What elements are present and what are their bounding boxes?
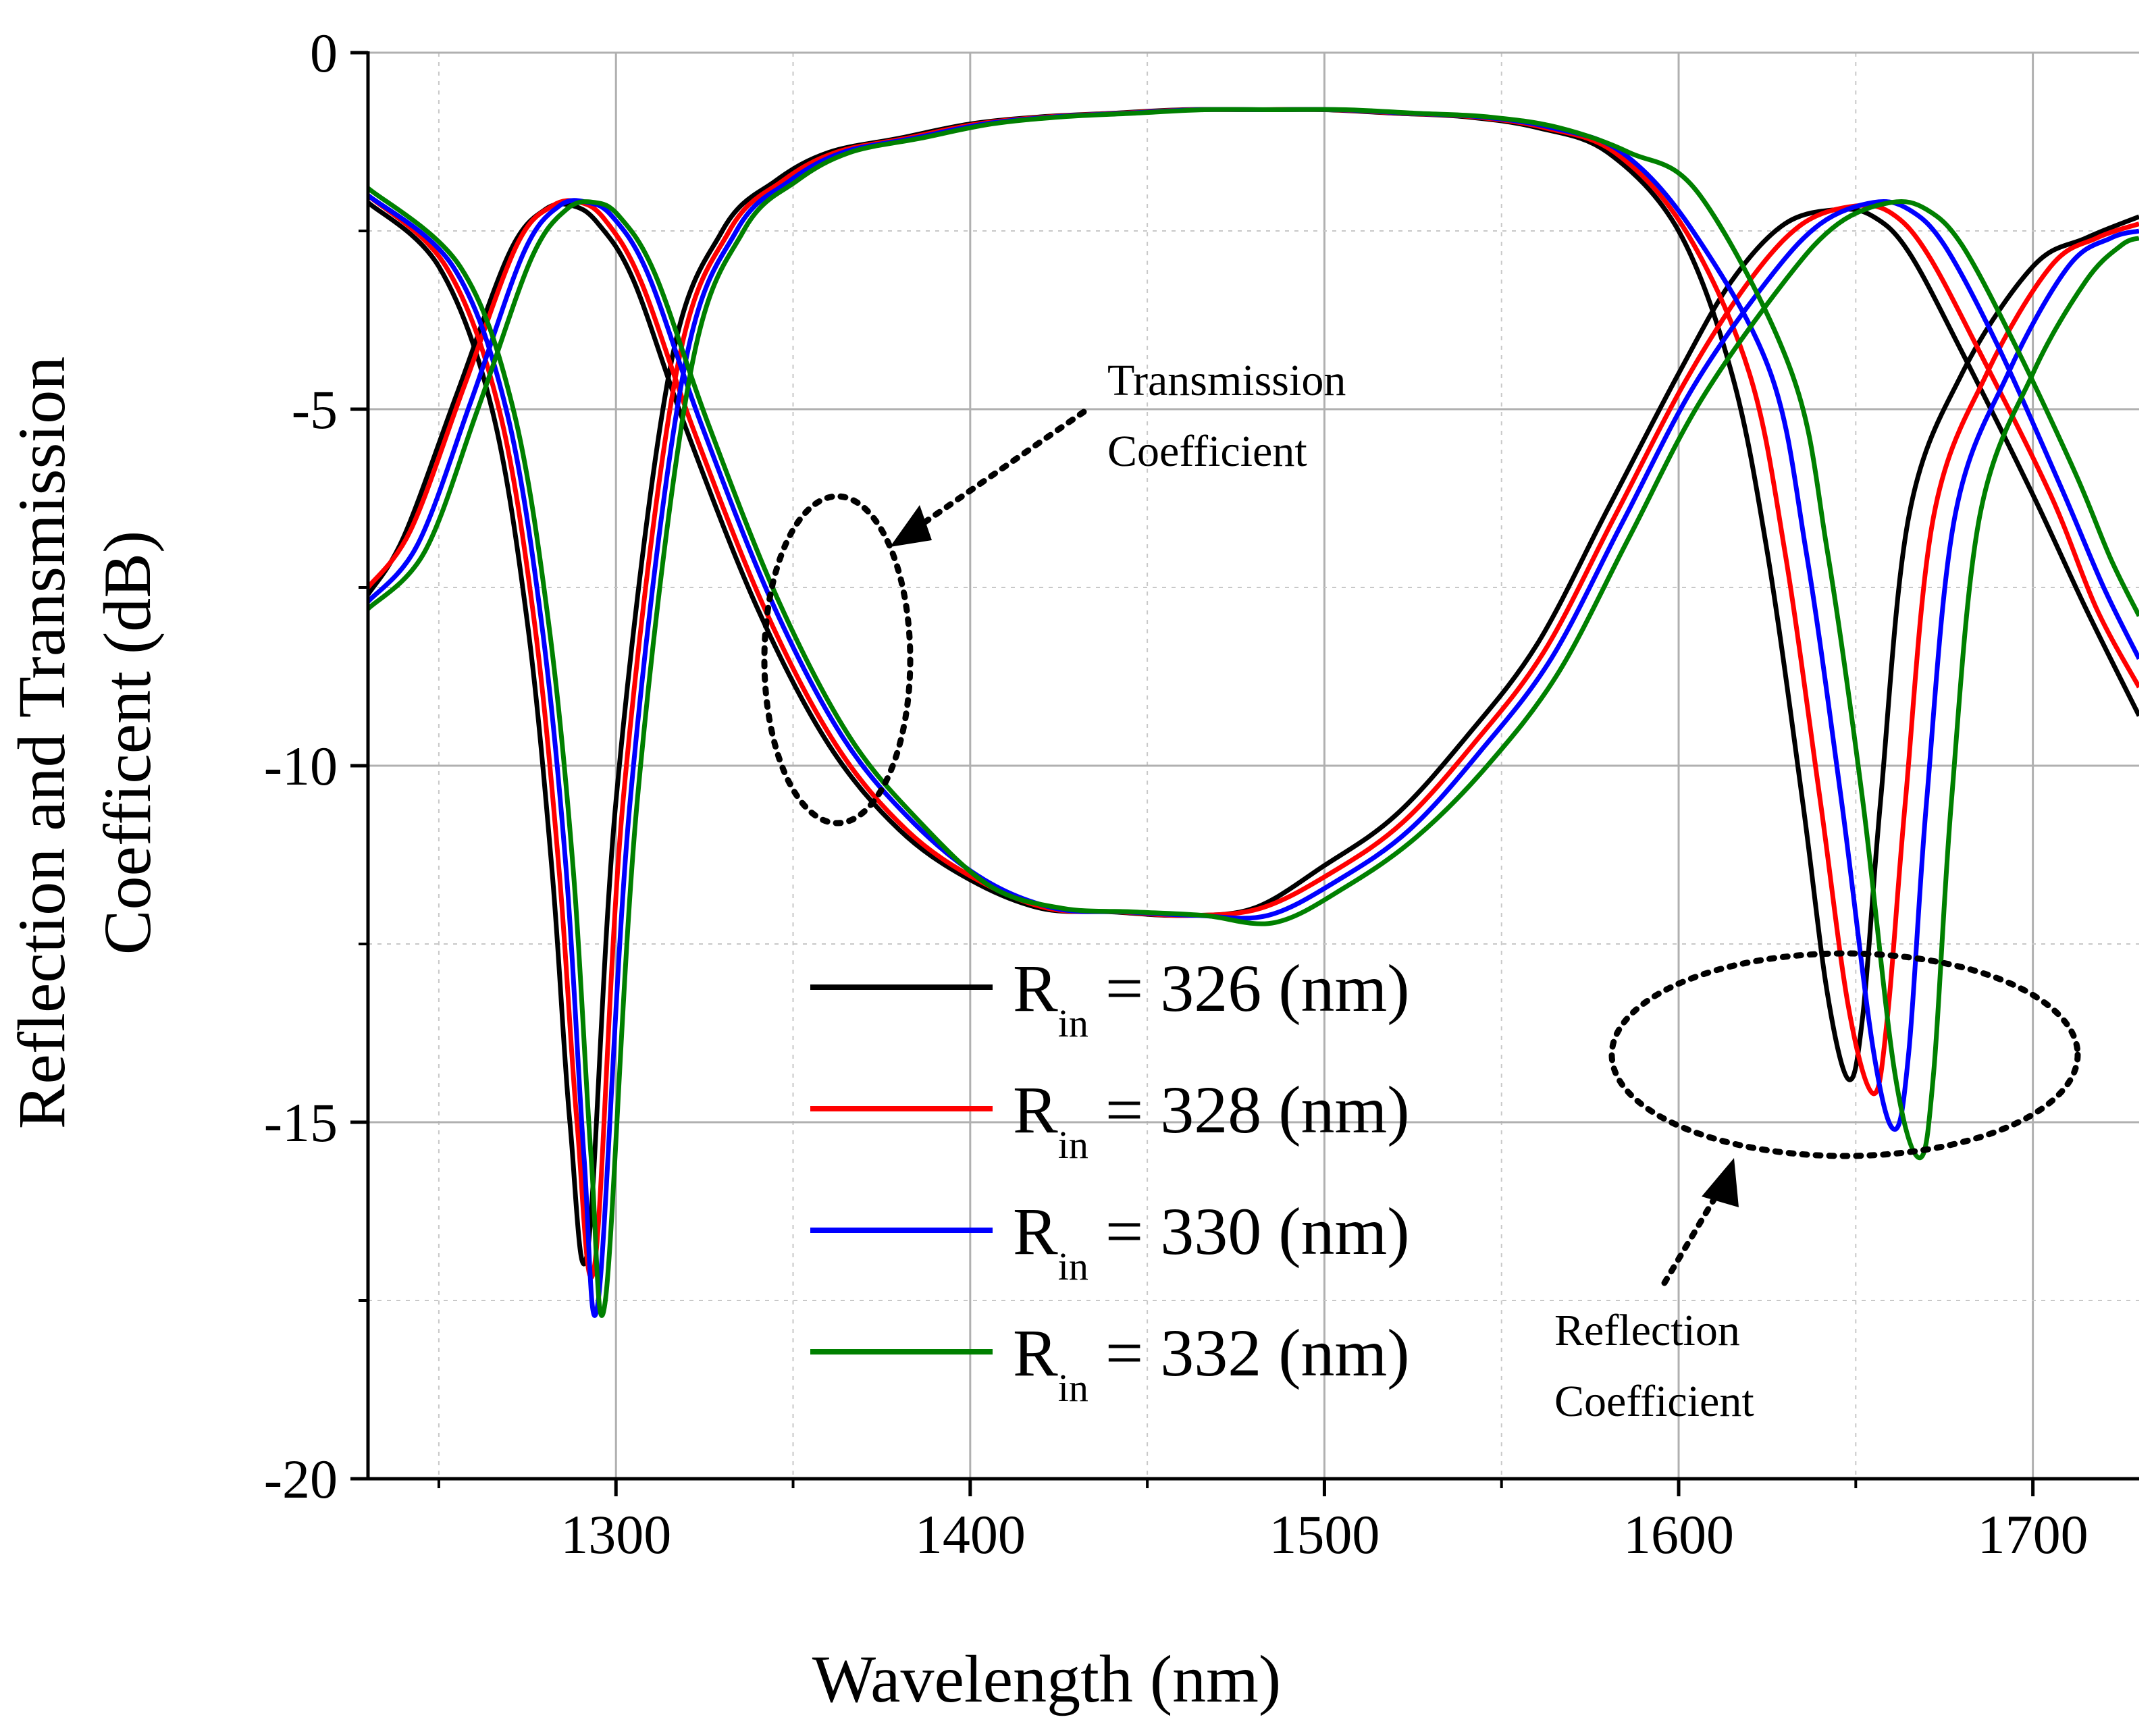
reflection-arrow-head (1702, 1158, 1739, 1207)
legend-label-main: R (1013, 1194, 1058, 1269)
legend-item-2: Rin = 328 (nm) (810, 1072, 1410, 1167)
legend-label-value: = 330 (nm) (1088, 1194, 1410, 1269)
transmission-annotation-label: Transmission (1107, 356, 1346, 405)
legend-label-value: = 326 (nm) (1088, 951, 1410, 1026)
legend-label-value: = 332 (nm) (1088, 1315, 1410, 1390)
reflection-annotation-label: Coefficient (1554, 1377, 1754, 1426)
x-tick-label: 1600 (1623, 1504, 1734, 1565)
y-tick-label: 0 (310, 22, 338, 84)
x-tick-label: 1300 (560, 1504, 671, 1565)
legend-label-main: R (1013, 1072, 1058, 1147)
x-tick-label: 1400 (915, 1504, 1026, 1565)
legend-item-1: Rin = 326 (nm) (810, 951, 1410, 1045)
legend-label: Rin = 326 (nm) (1013, 951, 1410, 1045)
reflection-arrow-line (1661, 1188, 1722, 1286)
y-tick-label: -20 (264, 1448, 338, 1510)
series-layer (368, 107, 2139, 1318)
legend-label-subscript: in (1058, 1366, 1088, 1410)
x-tick-label: 1500 (1269, 1504, 1380, 1565)
transmission-line-series-1 (368, 201, 2139, 918)
y-tick-label: -15 (264, 1092, 338, 1153)
legend-label-subscript: in (1058, 1244, 1088, 1288)
y-tick-label: -10 (264, 735, 338, 797)
legend-item-4: Rin = 332 (nm) (810, 1315, 1410, 1410)
transmission-line-series-2 (368, 198, 2139, 918)
legend: Rin = 326 (nm)Rin = 328 (nm)Rin = 330 (n… (810, 951, 1410, 1410)
transmission-arrow-line (915, 409, 1087, 530)
transmission-line-series-3 (368, 198, 2139, 921)
x-tick-label: 1700 (1978, 1504, 2089, 1565)
legend-label-value: = 328 (nm) (1088, 1072, 1410, 1147)
transmission-ellipse (761, 493, 914, 826)
annotations: Transmission Coefficient Reflection Coeffic… (761, 356, 2081, 1426)
legend-label-main: R (1013, 1315, 1058, 1390)
legend-label: Rin = 328 (nm) (1013, 1072, 1410, 1167)
legend-label-subscript: in (1058, 1001, 1088, 1045)
transmission-arrow-head (890, 505, 932, 547)
x-axis-title: Wavelength (nm) (812, 1641, 1281, 1716)
y-axis-title-line2: Coefficent (dB) (90, 531, 165, 955)
transmission-annotation-label: Coefficient (1107, 427, 1307, 476)
legend-label: Rin = 330 (nm) (1013, 1194, 1410, 1288)
annotation-transmission: Transmission Coefficient (761, 356, 1346, 826)
legend-label-subscript: in (1058, 1123, 1088, 1167)
legend-label: Rin = 332 (nm) (1013, 1315, 1410, 1410)
reflection-ellipse (1608, 950, 2081, 1159)
y-tick-label: -5 (292, 379, 338, 440)
transmission-line-series-4 (368, 199, 2139, 926)
y-axis-title-line1: Reflection and Transmission (4, 357, 79, 1129)
annotation-reflection: Reflection Coefficient (1554, 950, 2081, 1426)
ticks: 1300 1400 1500 1600 1700 0 -5 -10 -15 -20 (264, 22, 2089, 1565)
reflection-annotation-label: Reflection (1554, 1306, 1740, 1355)
series-4 (368, 107, 2139, 1318)
legend-item-3: Rin = 330 (nm) (810, 1194, 1410, 1288)
legend-label-main: R (1013, 951, 1058, 1026)
reflection-line-series-4 (368, 107, 2139, 1318)
